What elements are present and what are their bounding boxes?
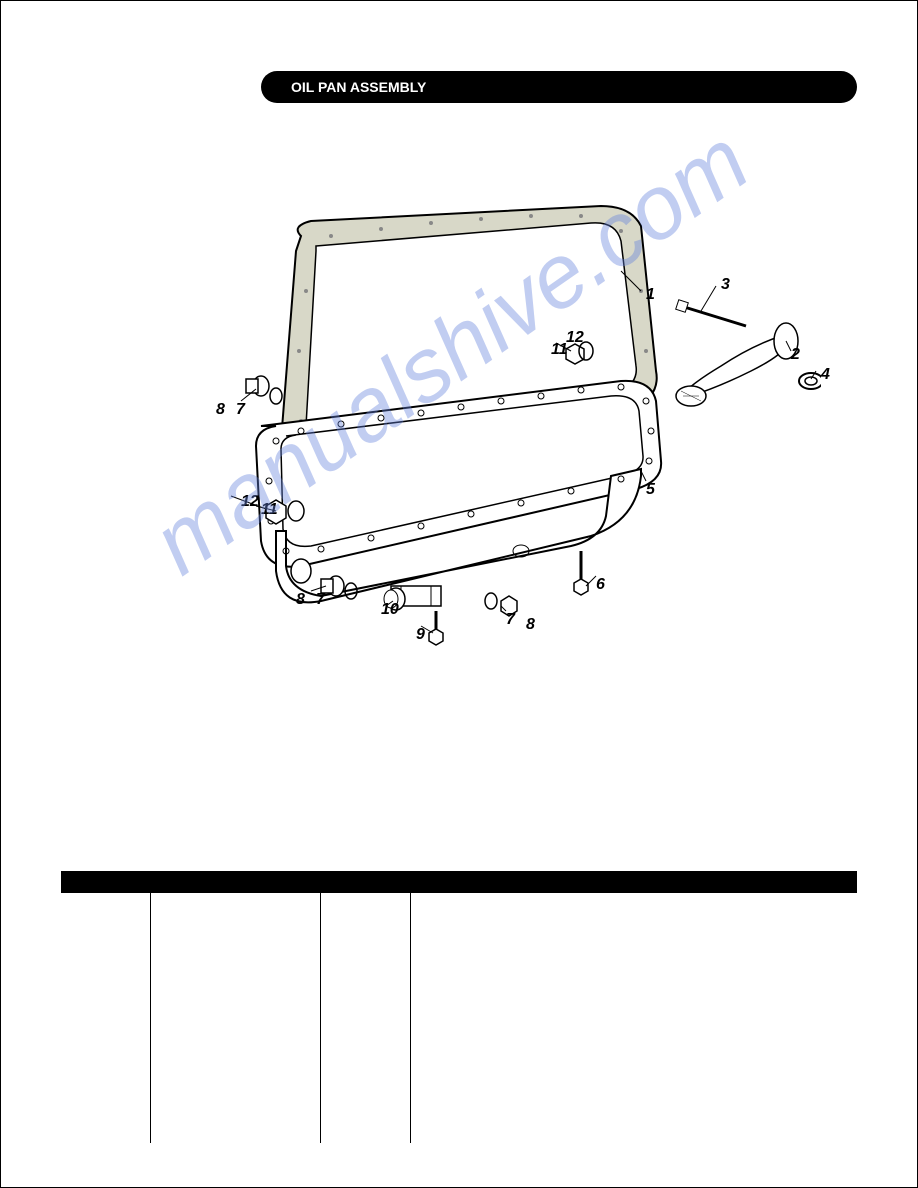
- callout-5: 5: [646, 481, 655, 499]
- bolt-6: [574, 551, 588, 595]
- callout-10: 10: [381, 601, 399, 619]
- section-title: OIL PAN ASSEMBLY: [261, 71, 857, 103]
- callout-7b: 7: [316, 591, 325, 609]
- callout-8c: 8: [526, 616, 535, 634]
- page-frame: OIL PAN ASSEMBLY: [0, 0, 918, 1188]
- callout-7c: 7: [506, 611, 515, 629]
- callout-7a: 7: [236, 401, 245, 419]
- callout-12a: 12: [566, 329, 584, 347]
- table-col-partno: [151, 893, 321, 1143]
- callout-9: 9: [416, 626, 425, 644]
- parts-diagram: 1 2 3 4 5 6 7 7 7 8 8 8 9 10 11 11 12 12: [101, 171, 821, 721]
- table-col-no: [61, 893, 151, 1143]
- table-col-description: [411, 893, 857, 1143]
- title-text: OIL PAN ASSEMBLY: [291, 79, 426, 95]
- callout-11b: 11: [261, 501, 278, 519]
- table-header-bar: [61, 871, 857, 893]
- callout-4: 4: [821, 366, 830, 384]
- callout-6: 6: [596, 576, 605, 594]
- callout-3: 3: [721, 276, 730, 294]
- table-col-qty: [321, 893, 411, 1143]
- callout-12b: 12: [241, 493, 259, 511]
- plug-set-1: [246, 376, 282, 404]
- callout-8b: 8: [296, 591, 305, 609]
- diagram-svg: [101, 171, 821, 721]
- callout-2: 2: [791, 346, 800, 364]
- callout-8a: 8: [216, 401, 225, 419]
- bolt-9: [429, 611, 443, 645]
- parts-table: [61, 893, 857, 1143]
- callout-1: 1: [646, 286, 655, 304]
